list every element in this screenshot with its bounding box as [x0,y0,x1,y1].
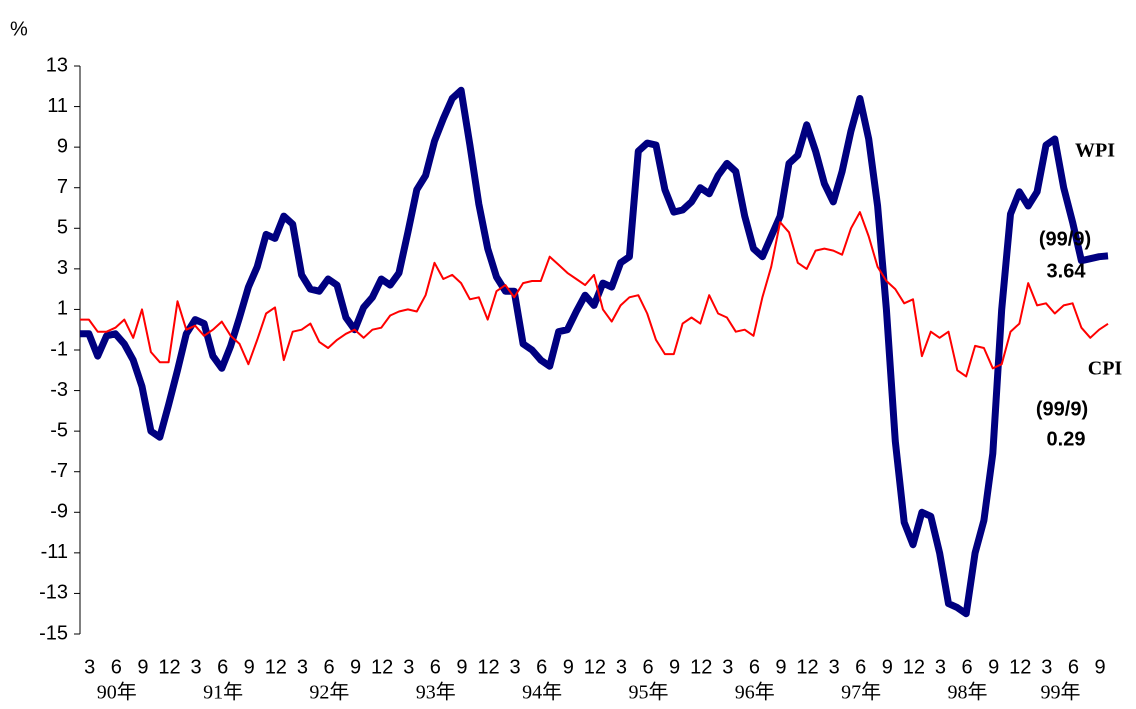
y-tick-label: 5 [57,217,68,239]
y-tick-label: 1 [57,298,68,320]
x-tick-label: 9 [137,656,148,678]
y-tick-label: -15 [39,622,68,644]
x-tick-label: 12 [158,656,180,678]
x-tick-label: 6 [749,656,760,678]
x-tick-label: 9 [988,656,999,678]
x-tick-label: 12 [690,656,712,678]
x-tick-label: 3 [191,656,202,678]
y-tick-label: -3 [50,379,68,401]
year-label: 90年 [97,681,137,704]
x-tick-label: 12 [903,656,925,678]
x-tick-label: 9 [775,656,786,678]
x-tick-label: 9 [244,656,255,678]
x-tick-label: 9 [350,656,361,678]
year-label: 93年 [416,681,456,704]
line-cpi [80,211,1109,378]
y-tick-label: -13 [39,582,68,604]
annotation: 3.64 [1047,260,1087,282]
x-tick-label: 12 [796,656,818,678]
x-tick-label: 12 [1009,656,1031,678]
x-tick-label: 12 [265,656,287,678]
year-label: 99年 [1041,681,1081,704]
x-tick-label: 6 [111,656,122,678]
y-tick-label: -1 [50,338,68,360]
y-tick-label: 9 [57,135,68,157]
x-tick-label: 12 [371,656,393,678]
annotation: CPI [1088,358,1123,380]
y-tick-label: 3 [57,257,68,279]
year-label: 96年 [735,681,775,704]
annotation: 0.29 [1047,428,1086,450]
x-tick-label: 9 [882,656,893,678]
annotation: (99/9) [1036,398,1088,420]
y-tick-label: -11 [41,541,68,563]
year-label: 95年 [628,681,668,704]
x-tick-label: 6 [217,656,228,678]
year-label: 91年 [203,681,243,704]
y-unit: % [10,18,28,40]
y-tick-label: 13 [46,54,68,76]
x-tick-label: 3 [935,656,946,678]
year-label: 98年 [948,681,988,704]
x-tick-label: 9 [563,656,574,678]
x-tick-label: 3 [1041,656,1052,678]
y-tick-label: 7 [57,176,68,198]
x-tick-label: 6 [855,656,866,678]
x-tick-label: 6 [430,656,441,678]
x-tick-label: 9 [456,656,467,678]
y-tick-label: -9 [50,501,68,523]
x-tick-label: 3 [403,656,414,678]
x-tick-label: 3 [616,656,627,678]
annotation: (99/9) [1039,228,1091,250]
x-tick-label: 3 [297,656,308,678]
x-tick-label: 6 [962,656,973,678]
x-tick-label: 12 [477,656,499,678]
x-tick-label: 3 [510,656,521,678]
x-tick-label: 6 [323,656,334,678]
x-tick-label: 3 [84,656,95,678]
y-tick-label: 11 [47,95,68,117]
x-tick-label: 6 [1068,656,1079,678]
y-tick-label: -7 [50,460,68,482]
x-tick-label: 9 [669,656,680,678]
year-label: 97年 [841,681,881,704]
year-label: 92年 [309,681,349,704]
year-label: 94年 [522,681,562,704]
x-tick-label: 3 [722,656,733,678]
y-tick-label: -5 [50,419,68,441]
line-wpi [80,86,1109,618]
x-tick-label: 12 [584,656,606,678]
x-tick-label: 9 [1094,656,1105,678]
x-tick-label: 6 [642,656,653,678]
x-tick-label: 6 [536,656,547,678]
annotation: WPI [1075,140,1115,162]
x-tick-label: 3 [829,656,840,678]
